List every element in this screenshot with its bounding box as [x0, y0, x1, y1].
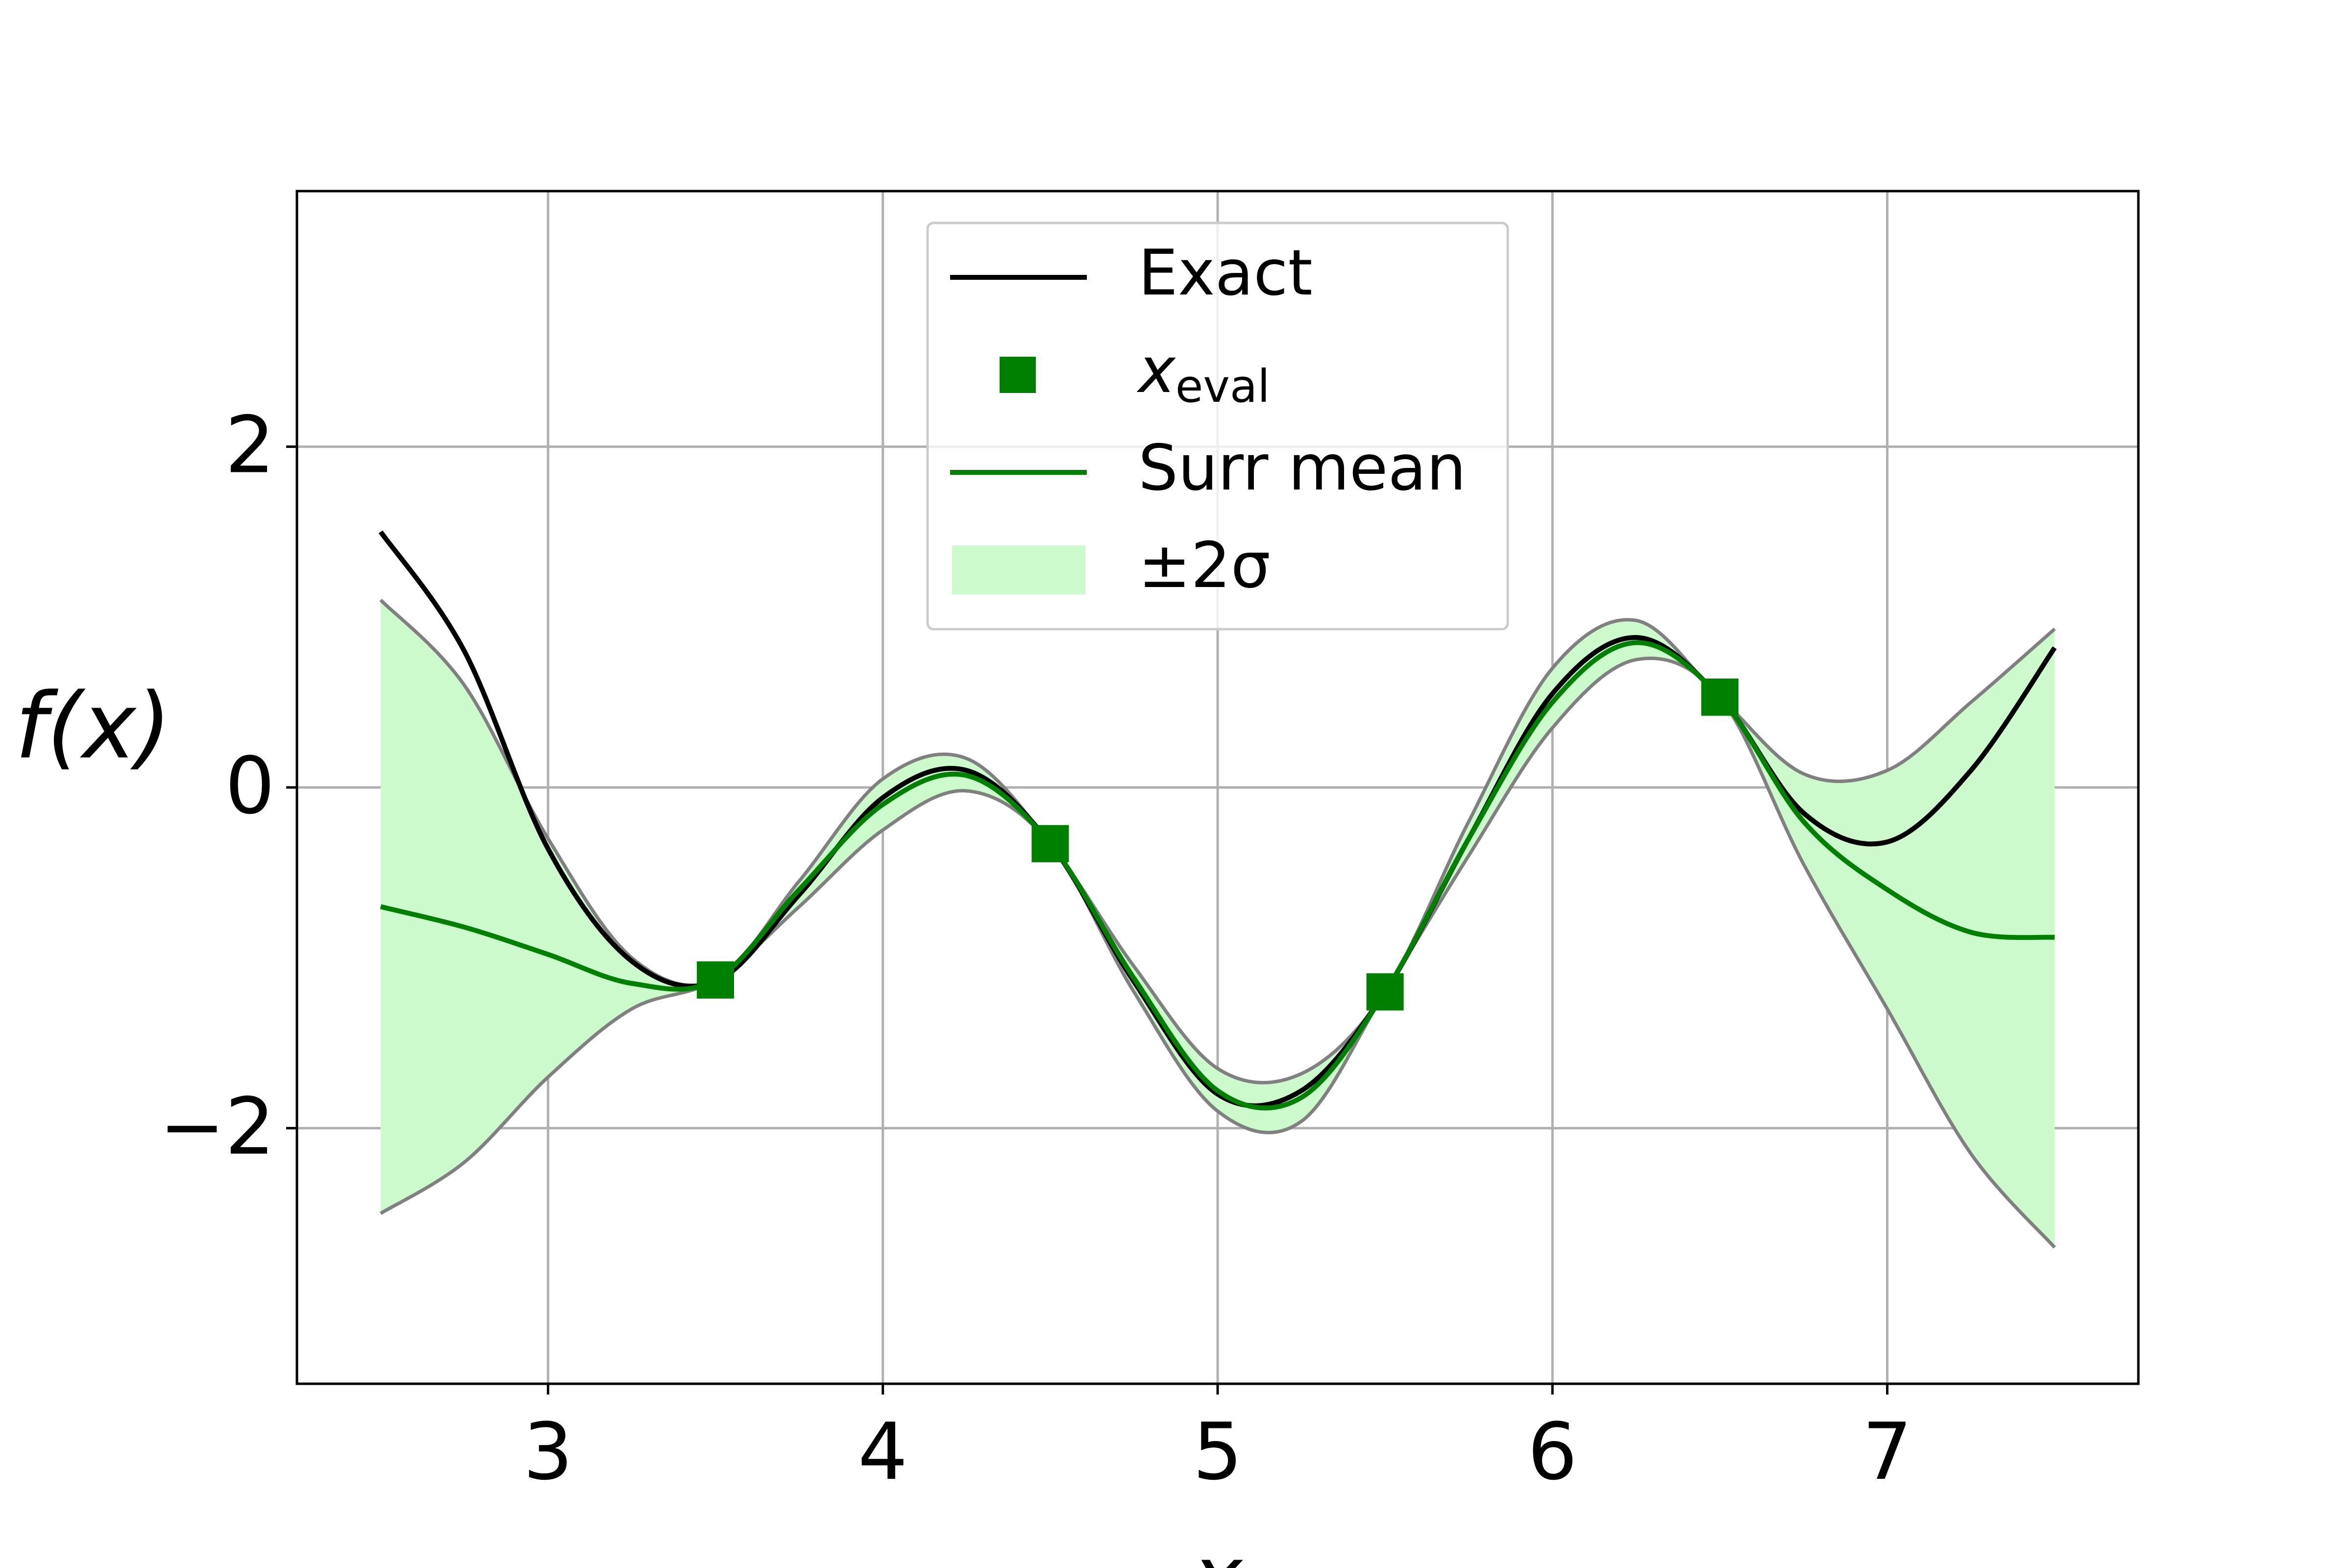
x-tick-label: 6 [1527, 1406, 1577, 1497]
y-axis-label: f(x) [15, 673, 172, 779]
legend-text: x [1136, 334, 1176, 407]
x-tick-label: 3 [523, 1406, 573, 1497]
legend-marker [1000, 357, 1036, 393]
x-tick-label: 5 [1193, 1406, 1243, 1497]
legend-text: Exact [1138, 237, 1313, 310]
legend-label: Surr mean [1138, 432, 1466, 505]
x-tick-label: 4 [858, 1406, 908, 1497]
marker [1031, 825, 1069, 862]
marker [1366, 973, 1404, 1011]
legend-patch [952, 545, 1085, 594]
y-tick-label: −2 [159, 1080, 275, 1172]
legend-box [926, 221, 1509, 631]
legend-label: xeval [1136, 334, 1270, 413]
legend-label: Exact [1138, 237, 1313, 310]
legend-text: ±2σ [1138, 529, 1271, 602]
legend-subscript: eval [1176, 360, 1270, 413]
y-tick-label: 2 [225, 399, 275, 491]
marker [697, 961, 735, 999]
line [380, 640, 2055, 1111]
x-tick-label: 7 [1862, 1406, 1912, 1497]
plot-area [297, 191, 2138, 1384]
band-edge [379, 656, 2056, 1249]
band-edge [379, 599, 2056, 1084]
x-axis-label: x [1191, 1528, 1244, 1568]
legend-text: Surr mean [1138, 432, 1466, 505]
legend-label: ±2σ [1138, 529, 1271, 602]
y-tick-label: 0 [225, 740, 275, 832]
plot-frame [295, 190, 2140, 1385]
marker [1701, 678, 1739, 716]
